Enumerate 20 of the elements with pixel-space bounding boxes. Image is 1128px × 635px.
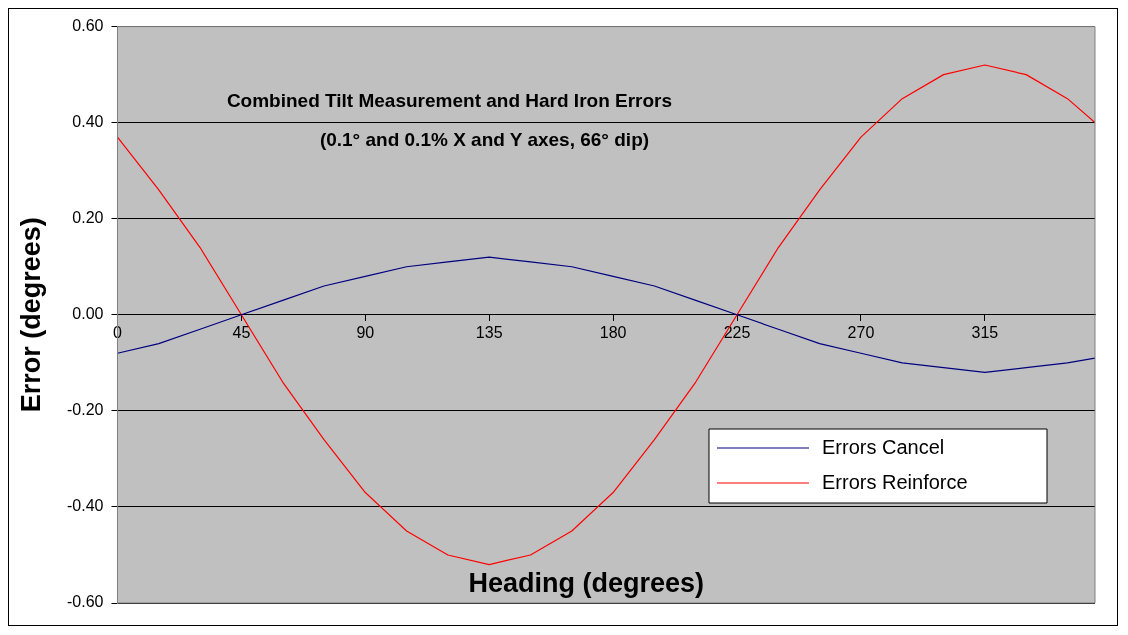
x-tick-label: 270 bbox=[847, 323, 875, 341]
y-tick-label: 0.60 bbox=[72, 17, 104, 35]
x-tick-label: 315 bbox=[971, 323, 999, 341]
y-tick-label: 0.20 bbox=[72, 209, 104, 227]
y-tick-label: -0.60 bbox=[67, 593, 104, 611]
x-tick-label: 180 bbox=[599, 323, 627, 341]
x-axis-title: Heading (degrees) bbox=[468, 568, 705, 599]
y-axis-title: Error (degrees) bbox=[15, 217, 46, 413]
y-tick-label: -0.40 bbox=[67, 497, 104, 515]
x-tick-label: 90 bbox=[356, 323, 375, 341]
text: (0.1° and 0.1% X and Y axes, 66° dip) bbox=[319, 128, 650, 150]
x-tick-label: 135 bbox=[475, 323, 503, 341]
y-tick-label: -0.20 bbox=[67, 401, 104, 419]
legend-label: Errors Cancel bbox=[822, 435, 945, 458]
x-tick-label: 225 bbox=[723, 323, 751, 341]
legend-label: Errors Reinforce bbox=[822, 470, 968, 493]
y-tick-label: 0.40 bbox=[72, 113, 104, 131]
text: Combined Tilt Measurement and Hard Iron Errors bbox=[226, 89, 673, 111]
x-tick-label: 45 bbox=[232, 323, 251, 341]
y-tick-label: 0.00 bbox=[72, 305, 104, 323]
